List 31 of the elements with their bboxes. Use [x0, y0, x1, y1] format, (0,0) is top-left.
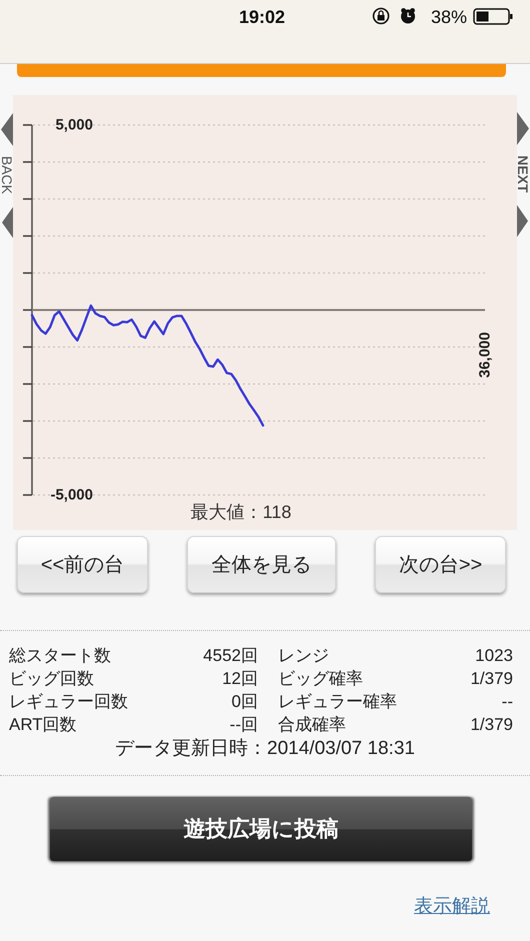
text: 12回 [222, 668, 258, 690]
text: <<前の台 [17, 536, 148, 593]
text: 遊技広場に投稿 [50, 797, 472, 861]
text: --回 [230, 714, 258, 736]
text: -- [502, 691, 513, 713]
y-tick-label: 5,000 [55, 116, 93, 134]
text: 1/379 [470, 668, 513, 690]
text: 0回 [232, 691, 258, 713]
text: ビッグ回数 [9, 668, 94, 690]
text: データ更新日時：2014/03/07 18:31 [114, 737, 416, 761]
text: BACK [0, 156, 15, 195]
text: 38% [430, 7, 467, 27]
text: 総スタート数 [9, 645, 111, 667]
text: ART回数 [9, 714, 77, 736]
text: 1023 [475, 645, 513, 667]
text: レギュラー確率 [278, 691, 397, 713]
text: レンジ [278, 645, 329, 667]
text: 4552回 [203, 645, 258, 667]
text: 表示解説 [414, 895, 490, 919]
text: 全体を見る [187, 536, 336, 593]
text: 合成確率 [278, 714, 346, 736]
text: NEXT [515, 155, 530, 194]
text: 1/379 [470, 714, 513, 736]
y-tick-label: -5,000 [50, 486, 93, 504]
text: レギュラー回数 [9, 691, 128, 713]
text: ビッグ確率 [278, 668, 363, 690]
line-series [30, 304, 264, 427]
text: 次の台>> [375, 536, 506, 593]
text: 最大値：118 [190, 502, 292, 522]
text: 19:02 [238, 7, 286, 27]
annotation: 36,000 [476, 332, 494, 378]
